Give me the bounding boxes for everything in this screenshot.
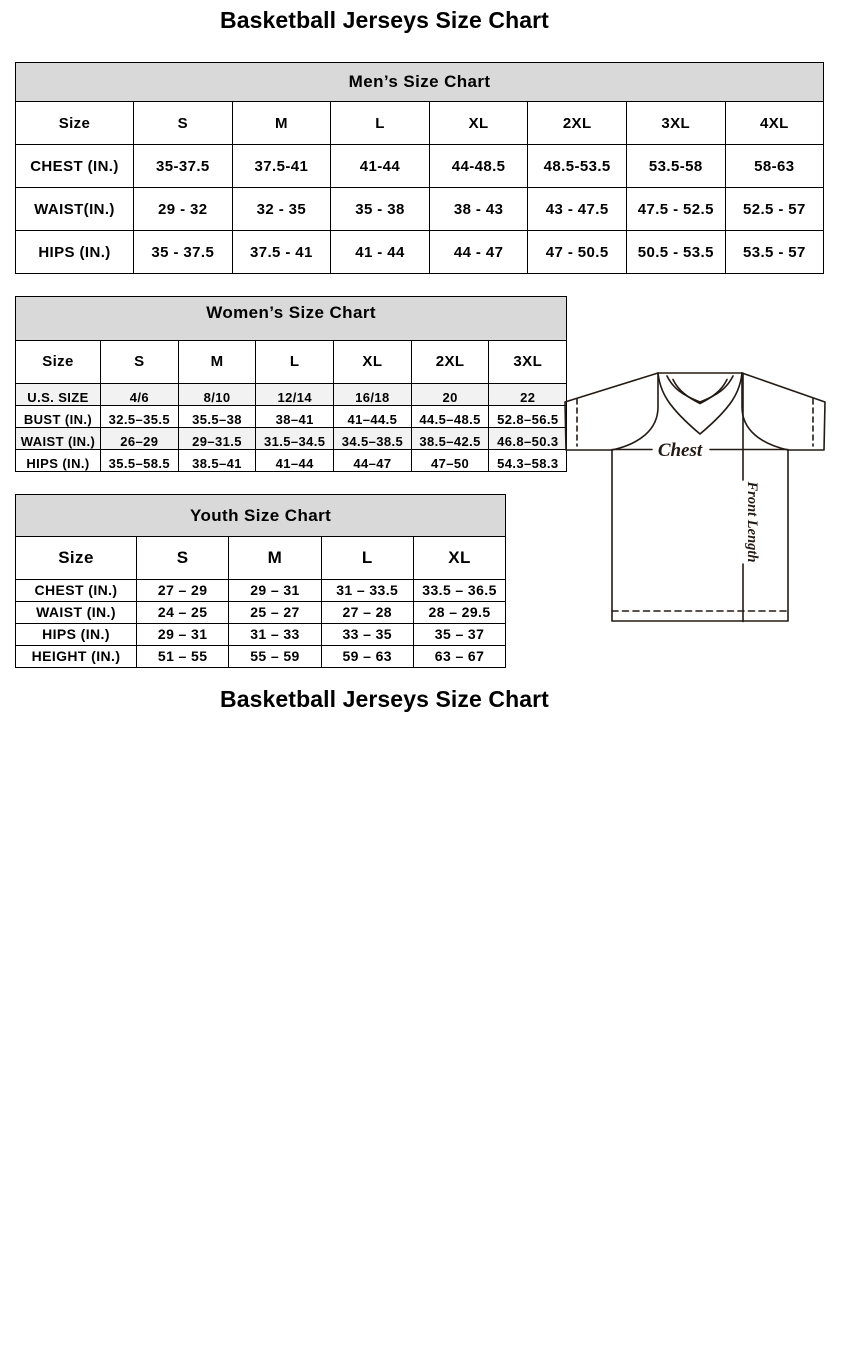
svg-text:Chest: Chest (658, 440, 703, 461)
svg-text:Front Length: Front Length (744, 481, 760, 563)
